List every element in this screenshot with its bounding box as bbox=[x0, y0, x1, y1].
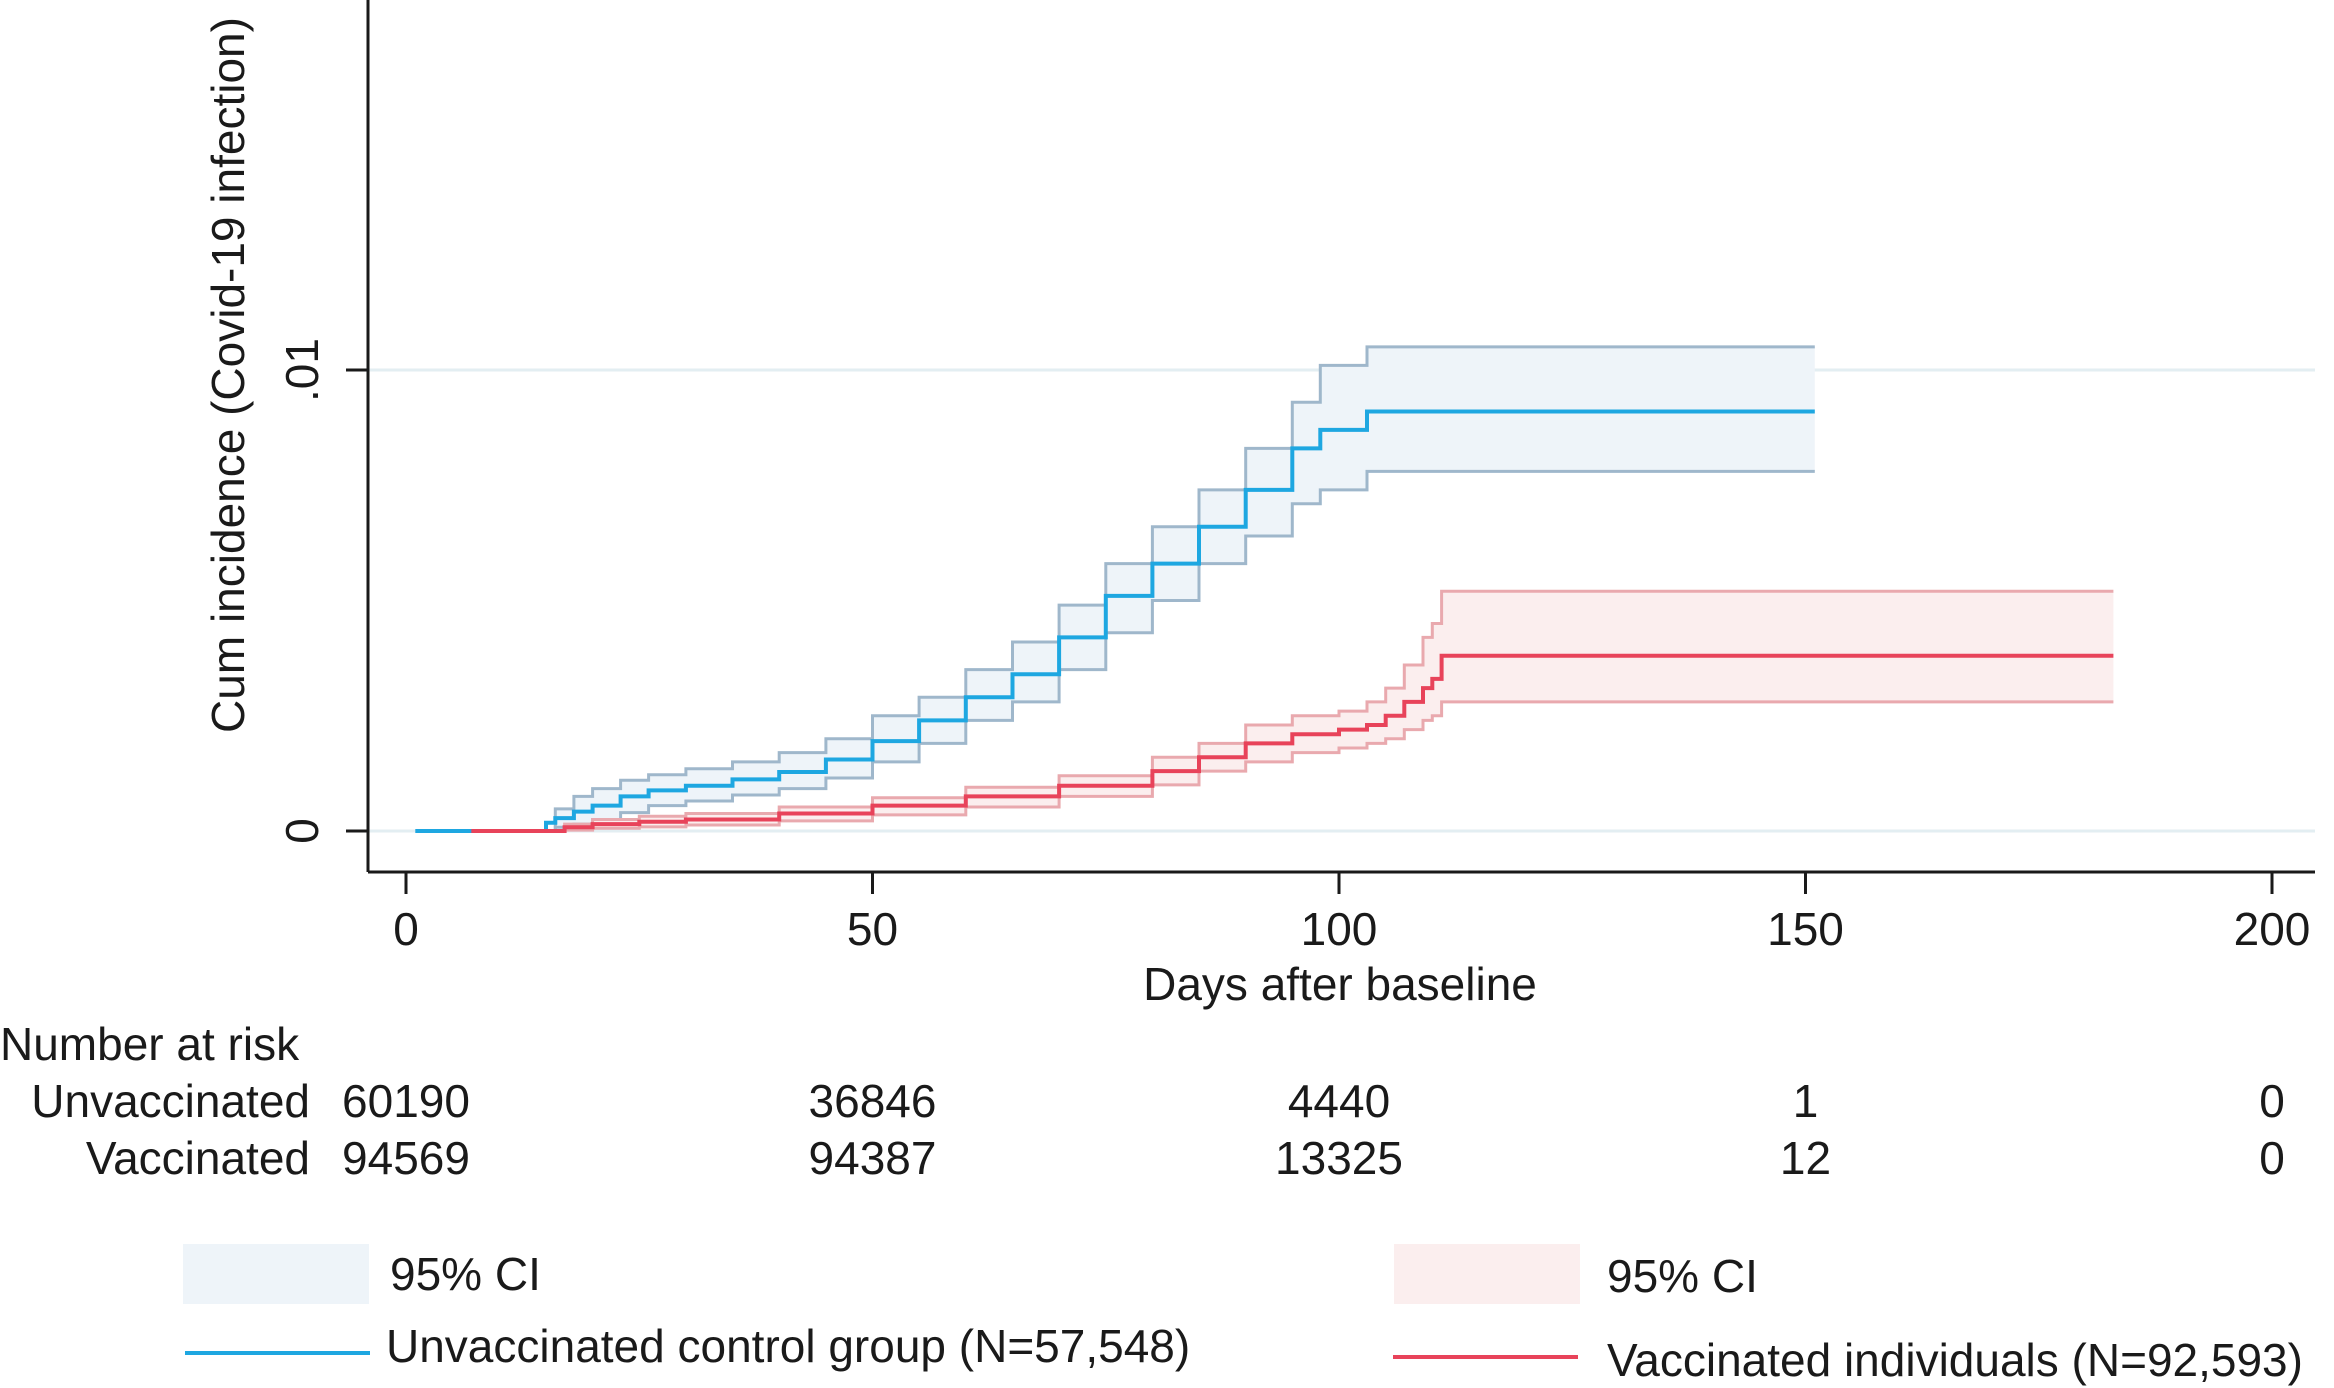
ci-upper-vaccinated bbox=[546, 589, 2114, 833]
x-axis-ticks: 0 50 100 150 200 bbox=[393, 872, 2310, 955]
x-tick-label-150: 150 bbox=[1767, 903, 1844, 955]
series-line-vaccinated bbox=[471, 653, 2114, 833]
risk-value-unvaccinated-200: 0 bbox=[2259, 1075, 2285, 1127]
legend-label-unvaccinated-line: Unvaccinated control group (N=57,548) bbox=[386, 1320, 1190, 1372]
risk-value-vaccinated-0: 94569 bbox=[342, 1132, 470, 1184]
x-tick-label-0: 0 bbox=[393, 903, 419, 955]
legend-swatch-vaccinated-ci bbox=[1394, 1244, 1580, 1304]
y-tick-label-1: .01 bbox=[276, 338, 328, 402]
ci-band-vaccinated bbox=[546, 591, 2114, 831]
y-axis-title: Cum incidence (Covid-19 infection) bbox=[202, 17, 254, 733]
x-tick-label-200: 200 bbox=[2234, 903, 2311, 955]
x-axis-title: Days after baseline bbox=[1143, 958, 1537, 1010]
risk-value-vaccinated-50: 94387 bbox=[809, 1132, 937, 1184]
legend-swatch-unvaccinated-ci bbox=[183, 1244, 369, 1304]
risk-row-label-vaccinated: Vaccinated bbox=[86, 1132, 310, 1184]
risk-value-vaccinated-150: 12 bbox=[1780, 1132, 1831, 1184]
risk-table-title: Number at risk bbox=[0, 1018, 300, 1070]
risk-value-unvaccinated-150: 1 bbox=[1793, 1075, 1819, 1127]
ci-upper-unvaccinated bbox=[546, 345, 1815, 833]
risk-row-label-unvaccinated: Unvaccinated bbox=[31, 1075, 310, 1127]
risk-value-unvaccinated-100: 4440 bbox=[1288, 1075, 1390, 1127]
series-line-unvaccinated bbox=[415, 409, 1815, 833]
ci-lower-vaccinated bbox=[546, 700, 2114, 833]
ci-band-unvaccinated bbox=[546, 346, 1815, 831]
risk-value-unvaccinated-0: 60190 bbox=[342, 1075, 470, 1127]
plot-area bbox=[415, 345, 2114, 833]
legend-label-unvaccinated-ci: 95% CI bbox=[390, 1248, 541, 1300]
legend-label-vaccinated-line: Vaccinated individuals (N=92,593) bbox=[1607, 1334, 2303, 1386]
risk-value-vaccinated-100: 13325 bbox=[1275, 1132, 1403, 1184]
x-tick-label-50: 50 bbox=[847, 903, 898, 955]
risk-table-values: 60190 36846 4440 1 0 94569 94387 13325 12 0 bbox=[342, 1075, 2285, 1184]
y-tick-label-0: 0 bbox=[276, 818, 328, 844]
risk-value-unvaccinated-50: 36846 bbox=[809, 1075, 937, 1127]
legend-label-vaccinated-ci: 95% CI bbox=[1607, 1250, 1758, 1302]
x-tick-label-100: 100 bbox=[1301, 903, 1378, 955]
risk-value-vaccinated-200: 0 bbox=[2259, 1132, 2285, 1184]
y-axis-ticks: 0.01 bbox=[276, 338, 368, 844]
